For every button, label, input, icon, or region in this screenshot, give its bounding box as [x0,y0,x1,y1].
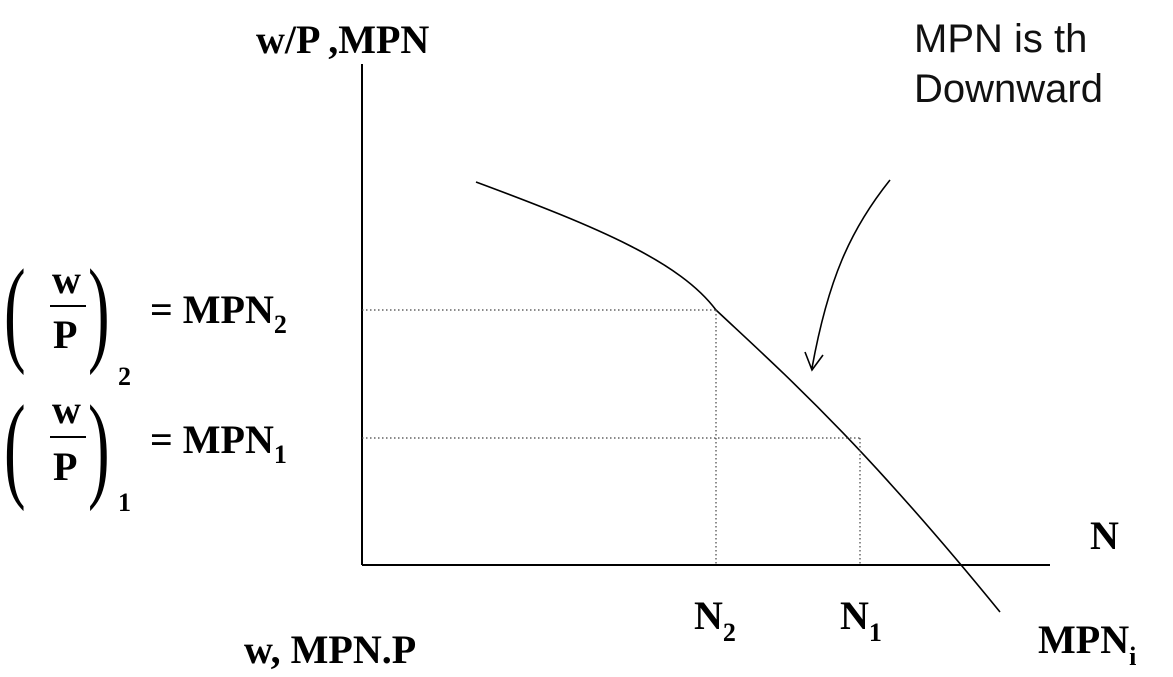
right-paren-2: ) [88,245,110,376]
fraction-subscript-2: 2 [118,362,131,391]
y-axis-label: w/P ,MPN [256,17,430,62]
n2-label: N2 [694,593,736,647]
annotation-arrowhead [804,351,824,372]
right-paren-1: ) [88,381,110,512]
annotation-arrow [811,179,891,369]
curve-label: MPNi [1038,617,1137,671]
bottom-axis-label: w, MPN.P [244,627,417,672]
fraction-numerator-1: w [52,387,81,432]
fraction-numerator-2: w [52,257,81,302]
x-axis-label: N [1090,513,1119,558]
rhs-label-2: = MPN2 [150,287,287,339]
left-paren-1: ( [4,381,26,512]
fraction-bar-2 [50,305,86,307]
mpn-curve [475,181,1001,613]
annotation-line-2: Downward [914,67,1103,111]
rhs-label-1: = MPN1 [150,417,287,469]
n1-label: N1 [840,593,882,647]
fraction-bar-1 [50,436,86,438]
fraction-denominator-2: P [53,312,78,357]
fraction-subscript-1: 1 [118,488,131,517]
left-paren-2: ( [4,245,26,376]
annotation-line-1: MPN is th [914,17,1088,61]
fraction-denominator-1: P [53,444,78,489]
